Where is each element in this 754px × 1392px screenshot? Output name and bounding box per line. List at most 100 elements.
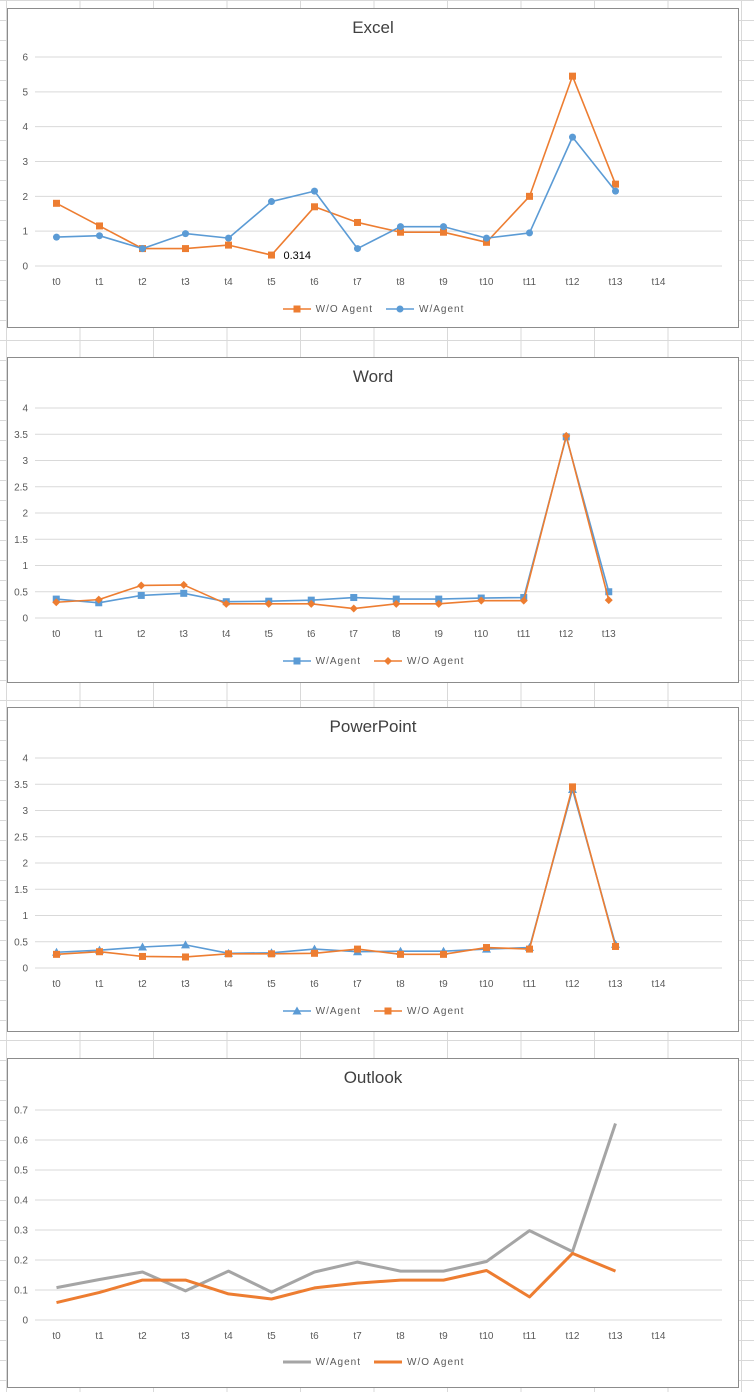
x-tick-label: t6 <box>310 1331 319 1342</box>
data-point[interactable] <box>225 950 232 958</box>
data-point[interactable] <box>181 940 190 949</box>
data-point[interactable] <box>137 591 145 599</box>
x-tick-label: t2 <box>137 629 146 640</box>
data-point[interactable] <box>397 223 404 231</box>
data-point[interactable] <box>349 604 358 613</box>
data-point[interactable] <box>392 595 400 603</box>
x-tick-label: t8 <box>396 1331 405 1342</box>
data-point[interactable] <box>483 944 490 952</box>
legend-item[interactable]: W/Agent <box>282 656 361 667</box>
x-tick-label: t9 <box>435 629 444 640</box>
data-point[interactable] <box>526 192 533 200</box>
data-point[interactable] <box>307 599 316 608</box>
legend-item[interactable]: W/Agent <box>385 304 464 315</box>
x-tick-label: t13 <box>609 277 623 288</box>
legend-item[interactable]: W/Agent <box>282 1006 361 1017</box>
data-point[interactable] <box>435 595 443 603</box>
word-chart[interactable]: Word 0 0.5 1 1.5 2 2.5 3 3.5 4 t0 t1 t2 t3 t4 t5 t6 t7 t8… <box>7 357 739 683</box>
data-point[interactable] <box>139 245 146 253</box>
data-point[interactable] <box>350 594 358 602</box>
legend-item[interactable]: W/O Agent <box>373 1357 464 1368</box>
legend-marker[interactable] <box>396 305 404 313</box>
data-point[interactable] <box>569 783 576 791</box>
data-point[interactable] <box>268 198 275 206</box>
y-tick-label: 0.3 <box>14 1226 28 1237</box>
legend-item[interactable]: W/O Agent <box>373 656 464 667</box>
legend-marker[interactable] <box>292 1006 302 1015</box>
data-point[interactable] <box>397 228 404 236</box>
data-point[interactable] <box>53 950 60 958</box>
data-point[interactable] <box>519 596 528 605</box>
data-point[interactable] <box>138 942 147 951</box>
data-point[interactable] <box>311 949 318 957</box>
data-point[interactable] <box>392 599 401 608</box>
y-tick-label: 3 <box>22 456 28 467</box>
data-point[interactable] <box>569 72 576 80</box>
data-point[interactable] <box>434 599 443 608</box>
series-w-agent <box>56 1123 617 1294</box>
data-point[interactable] <box>562 431 571 440</box>
series-w-o-agent <box>56 1251 617 1305</box>
data-point[interactable] <box>440 223 447 231</box>
data-point[interactable] <box>397 950 404 958</box>
y-tick-label: 0.5 <box>14 1166 28 1177</box>
x-tick-label: t4 <box>222 629 231 640</box>
data-point[interactable] <box>94 595 103 604</box>
data-point[interactable] <box>569 133 576 141</box>
legend-marker[interactable] <box>293 657 301 665</box>
data-point[interactable] <box>225 241 232 249</box>
x-tick-label: t3 <box>181 1331 190 1342</box>
data-point[interactable] <box>483 234 490 242</box>
excel-chart[interactable]: Excel 0 1 2 3 4 5 6 t0 t1 t2 t3 t4 t5 t6 t7 t8 t9 t10 t11 t… <box>7 8 739 328</box>
data-point[interactable] <box>612 180 619 188</box>
data-point[interactable] <box>612 942 619 950</box>
legend-item[interactable]: W/Agent <box>282 1357 361 1368</box>
series-line <box>56 1123 617 1294</box>
data-point[interactable] <box>182 230 189 238</box>
legend-item[interactable]: W/O Agent <box>282 304 373 315</box>
data-point[interactable] <box>440 950 447 958</box>
data-point[interactable] <box>354 945 361 953</box>
data-point[interactable] <box>612 187 619 195</box>
data-point[interactable] <box>311 203 318 211</box>
data-point[interactable] <box>440 228 447 236</box>
data-point[interactable] <box>222 599 231 608</box>
data-point[interactable] <box>526 945 533 953</box>
data-point[interactable] <box>139 952 146 960</box>
legend-marker[interactable] <box>384 657 392 666</box>
data-point[interactable] <box>180 589 188 597</box>
data-point[interactable] <box>96 948 103 956</box>
data-point[interactable] <box>137 581 146 590</box>
data-point[interactable] <box>53 233 60 241</box>
data-point[interactable] <box>354 218 361 226</box>
x-tick-label: t1 <box>95 277 104 288</box>
data-point[interactable] <box>179 580 188 589</box>
legend-label: W/Agent <box>419 304 465 315</box>
legend-item[interactable]: W/O Agent <box>373 1006 464 1017</box>
data-point[interactable] <box>311 187 318 195</box>
x-tick-label: t6 <box>310 979 319 990</box>
data-point[interactable] <box>52 598 61 607</box>
y-tick-label: 1 <box>22 561 28 572</box>
data-point[interactable] <box>53 199 60 207</box>
data-point[interactable] <box>96 222 103 230</box>
legend-label: W/Agent <box>315 656 361 667</box>
data-point[interactable] <box>526 229 533 237</box>
data-point[interactable] <box>264 599 273 608</box>
data-point[interactable] <box>477 596 486 605</box>
outlook-chart[interactable]: Outlook 0 0.1 0.2 0.3 0.4 0.5 0.6 0.7 t0 t1 t2 t3 t4… <box>7 1058 739 1388</box>
data-point[interactable] <box>483 238 490 246</box>
data-point[interactable] <box>268 251 275 259</box>
legend-marker[interactable] <box>293 305 301 313</box>
powerpoint-chart[interactable]: PowerPoint 0 0.5 1 1.5 2 2.5 3 3.5 4 t0 t1 t2 t3 t4 t5… <box>7 707 739 1032</box>
data-point[interactable] <box>354 245 361 253</box>
legend-marker[interactable] <box>384 1007 392 1015</box>
data-point[interactable] <box>225 234 232 242</box>
data-point[interactable] <box>268 950 275 958</box>
data-point[interactable] <box>182 953 189 961</box>
data-point[interactable] <box>605 588 613 596</box>
data-point[interactable] <box>604 596 613 605</box>
data-point[interactable] <box>96 232 103 240</box>
chart-title: Word <box>352 367 394 386</box>
data-point[interactable] <box>182 245 189 253</box>
